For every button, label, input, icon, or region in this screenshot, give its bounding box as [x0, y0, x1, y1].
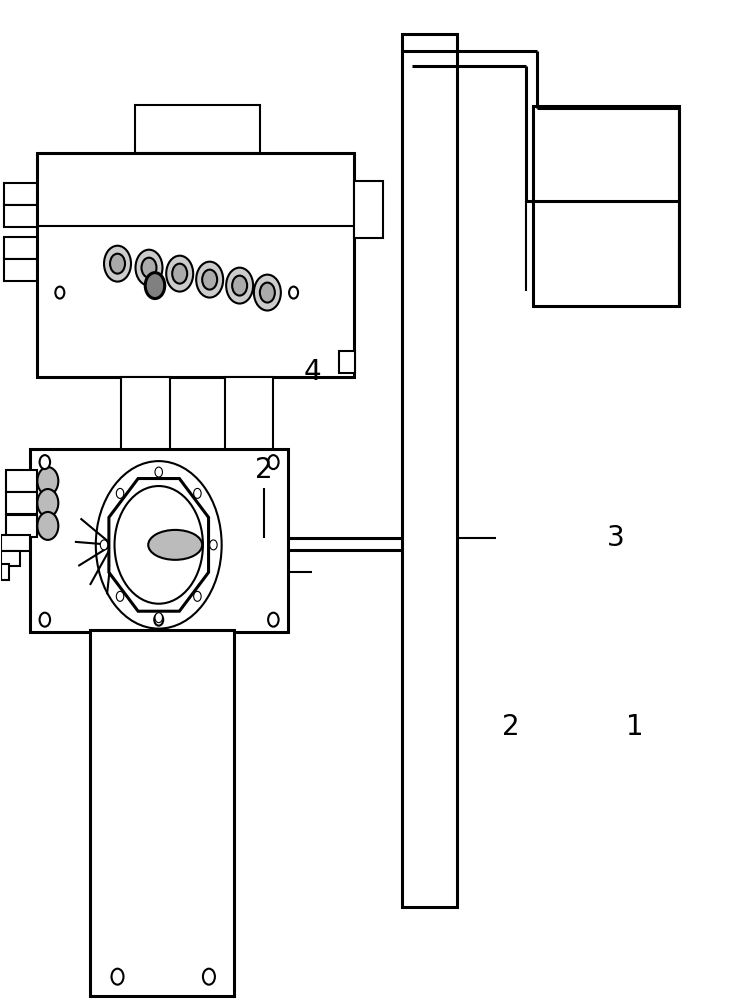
- Circle shape: [260, 283, 274, 303]
- Circle shape: [268, 455, 278, 469]
- Circle shape: [38, 512, 59, 540]
- Ellipse shape: [148, 530, 202, 560]
- Circle shape: [40, 613, 50, 627]
- Bar: [225, 377, 274, 452]
- Circle shape: [232, 276, 247, 296]
- Circle shape: [154, 614, 163, 626]
- Circle shape: [117, 591, 124, 601]
- Bar: [121, 377, 170, 452]
- Circle shape: [194, 488, 201, 498]
- Circle shape: [100, 540, 108, 550]
- Bar: [4, 205, 38, 227]
- Circle shape: [172, 264, 187, 284]
- Polygon shape: [109, 479, 208, 611]
- Circle shape: [40, 455, 50, 469]
- Bar: [6, 470, 38, 492]
- Circle shape: [38, 467, 59, 495]
- Circle shape: [202, 270, 217, 290]
- Circle shape: [110, 254, 125, 274]
- Bar: [4, 237, 38, 259]
- Bar: [89, 630, 235, 996]
- Bar: [135, 105, 260, 153]
- Bar: [402, 34, 457, 907]
- Bar: [38, 153, 353, 377]
- Circle shape: [254, 275, 280, 311]
- Bar: [6, 492, 38, 514]
- Bar: [30, 449, 288, 632]
- Circle shape: [135, 250, 162, 286]
- Bar: [6, 515, 38, 537]
- Circle shape: [141, 258, 156, 278]
- Text: 2: 2: [255, 456, 272, 484]
- Circle shape: [104, 246, 131, 282]
- Bar: [533, 106, 680, 306]
- Circle shape: [38, 489, 59, 517]
- Circle shape: [196, 262, 223, 298]
- Text: 3: 3: [607, 524, 625, 552]
- Circle shape: [226, 268, 253, 304]
- Bar: [338, 351, 355, 373]
- Circle shape: [194, 591, 201, 601]
- Circle shape: [117, 488, 124, 498]
- Circle shape: [166, 256, 193, 292]
- Circle shape: [268, 613, 278, 627]
- Bar: [4, 259, 38, 281]
- Text: 1: 1: [626, 713, 643, 741]
- Circle shape: [145, 273, 165, 299]
- Circle shape: [111, 969, 123, 985]
- Bar: [4, 183, 38, 205]
- Bar: [2, 535, 30, 551]
- Text: 2: 2: [502, 713, 520, 741]
- Bar: [2, 564, 9, 580]
- Bar: [353, 181, 384, 238]
- Text: 4: 4: [304, 358, 321, 386]
- Circle shape: [155, 467, 162, 477]
- Circle shape: [203, 969, 215, 985]
- Circle shape: [289, 287, 298, 299]
- Circle shape: [56, 287, 65, 299]
- Circle shape: [114, 486, 203, 604]
- Circle shape: [210, 540, 217, 550]
- Bar: [2, 551, 20, 566]
- Circle shape: [155, 613, 162, 623]
